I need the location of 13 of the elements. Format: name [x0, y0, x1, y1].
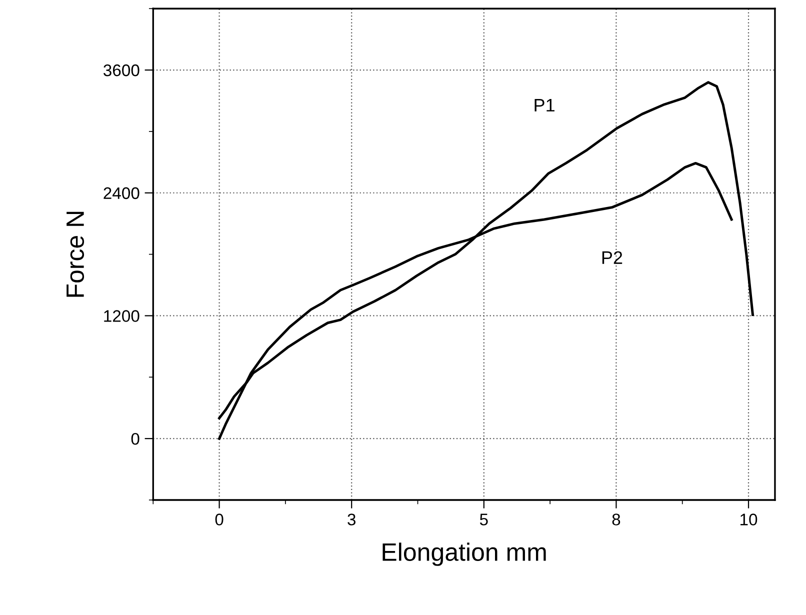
text: P2 — [602, 251, 622, 264]
x-tick-label: 3 — [348, 514, 356, 526]
y-tick-label: 2400 — [104, 187, 140, 200]
x-axis-title: Elongation mm — [382, 542, 546, 566]
text: P1 — [534, 99, 554, 112]
x-tick-label: 10 — [740, 514, 758, 526]
y-tick-label: 0 — [131, 432, 140, 445]
x-tick-label: 0 — [215, 514, 224, 526]
x-tick-label: 5 — [480, 514, 488, 526]
y-tick-label: 1200 — [104, 310, 140, 322]
y-tick-label: 3600 — [104, 64, 140, 76]
y-axis-title: Force N — [66, 212, 84, 297]
x-tick-label: 8 — [612, 514, 620, 526]
